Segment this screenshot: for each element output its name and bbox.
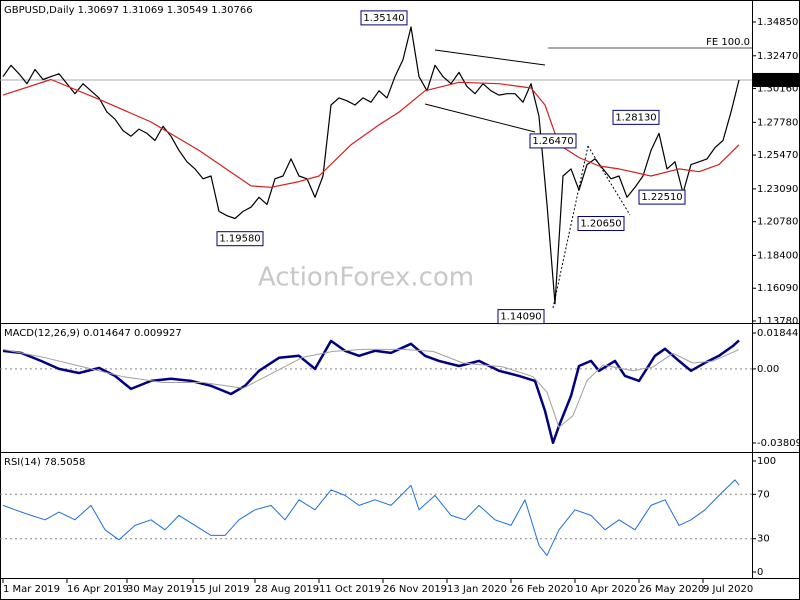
y-tick-label: 1.18400 bbox=[757, 250, 798, 261]
chart-title: GBPUSD,Daily 1.30697 1.31069 1.30549 1.3… bbox=[4, 5, 253, 16]
channel-line bbox=[424, 103, 536, 133]
x-tick-label: 10 Apr 2020 bbox=[575, 584, 637, 595]
x-tick-label: 16 Apr 2019 bbox=[67, 584, 129, 595]
x-tick-label: 26 May 2020 bbox=[639, 584, 704, 595]
y-tick-label: 1.16090 bbox=[757, 283, 798, 294]
annotation-label: 1.35140 bbox=[363, 13, 404, 24]
series-line bbox=[2, 78, 740, 188]
series-line bbox=[2, 348, 740, 428]
x-tick-label: 26 Feb 2020 bbox=[511, 584, 573, 595]
y-tick-label: 0.00 bbox=[757, 364, 779, 375]
y-tick-label: 0.018442 bbox=[757, 328, 800, 339]
annotation-box bbox=[612, 109, 660, 125]
y-tick-label: 70 bbox=[757, 489, 770, 500]
y-tick-label: 1.34850 bbox=[757, 17, 798, 28]
annotation-label: 1.26470 bbox=[532, 136, 573, 147]
y-tick-label: 1.27780 bbox=[757, 117, 798, 128]
current-price-label: 1.30766 bbox=[757, 75, 798, 86]
y-tick-label: 30 bbox=[757, 534, 770, 545]
y-tick-label: 1.20780 bbox=[757, 217, 798, 228]
x-tick-label: 28 Aug 2019 bbox=[255, 584, 319, 595]
fe-label: FE 100.0 bbox=[706, 37, 750, 48]
x-tick-label: 11 Oct 2019 bbox=[319, 584, 381, 595]
y-tick-label: 1.23090 bbox=[757, 184, 798, 195]
annotation-box bbox=[216, 231, 264, 247]
annotation-label: 1.19580 bbox=[219, 234, 260, 245]
y-tick-label: 0 bbox=[757, 567, 763, 578]
x-tick-label: 15 Jul 2019 bbox=[193, 584, 250, 595]
x-tick-label: 1 Mar 2019 bbox=[3, 584, 60, 595]
x-tick-label: 13 Jan 2020 bbox=[447, 584, 507, 595]
annotation-box bbox=[497, 309, 545, 325]
channel-line bbox=[434, 49, 546, 66]
y-tick-label: 100 bbox=[757, 456, 776, 467]
annotation-label: 1.22510 bbox=[641, 192, 682, 203]
y-tick-label: 1.25470 bbox=[757, 150, 798, 161]
y-tick-label: 1.30160 bbox=[757, 84, 798, 95]
series-line bbox=[2, 26, 740, 305]
annotation-box bbox=[360, 10, 408, 26]
y-tick-label: 1.13780 bbox=[757, 316, 798, 327]
indicator-title: RSI(14) 78.5058 bbox=[4, 457, 85, 468]
annotation-box bbox=[577, 216, 625, 232]
annotation-label: 1.20650 bbox=[580, 219, 621, 230]
x-tick-label: 26 Nov 2019 bbox=[383, 584, 447, 595]
projection-line bbox=[587, 145, 631, 216]
x-tick-label: 30 May 2019 bbox=[127, 584, 192, 595]
annotation-label: 1.14090 bbox=[500, 312, 541, 323]
y-tick-label: -0.038095 bbox=[757, 438, 800, 449]
annotation-box bbox=[638, 189, 686, 205]
indicator-title: MACD(12,26,9) 0.014647 0.009927 bbox=[4, 328, 182, 339]
series-line bbox=[2, 479, 740, 556]
annotation-label: 1.28130 bbox=[615, 112, 656, 123]
x-tick-label: 9 Jul 2020 bbox=[703, 584, 753, 595]
watermark: ActionForex.com bbox=[258, 263, 474, 293]
current-price-box bbox=[753, 72, 799, 87]
annotation-box bbox=[529, 133, 577, 149]
y-tick-label: 1.32470 bbox=[757, 51, 798, 62]
